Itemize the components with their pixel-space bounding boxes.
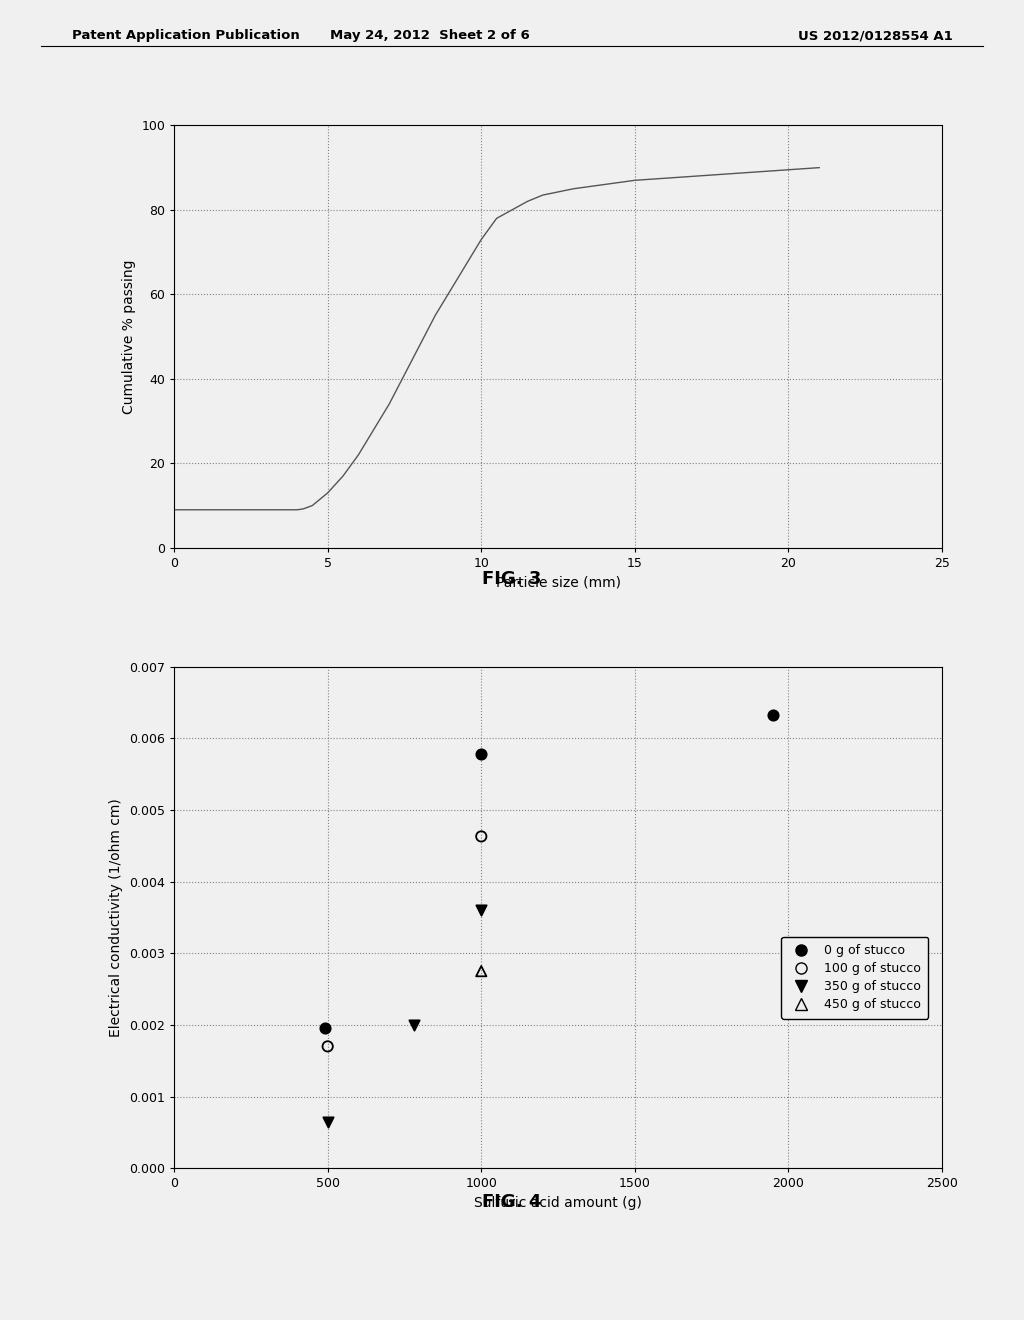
0 g of stucco	[473, 743, 489, 764]
Text: May 24, 2012  Sheet 2 of 6: May 24, 2012 Sheet 2 of 6	[330, 29, 530, 42]
Text: FIG. 3: FIG. 3	[482, 570, 542, 589]
Text: Patent Application Publication: Patent Application Publication	[72, 29, 299, 42]
450 g of stucco	[473, 961, 489, 982]
0 g of stucco	[316, 1018, 333, 1039]
Y-axis label: Cumulative % passing: Cumulative % passing	[122, 259, 135, 414]
350 g of stucco	[473, 900, 489, 921]
0 g of stucco	[765, 705, 781, 726]
100 g of stucco	[473, 826, 489, 847]
X-axis label: Sulfuric acid amount (g): Sulfuric acid amount (g)	[474, 1196, 642, 1210]
350 g of stucco	[319, 1111, 336, 1133]
100 g of stucco	[319, 1036, 336, 1057]
Text: US 2012/0128554 A1: US 2012/0128554 A1	[798, 29, 952, 42]
Legend: 0 g of stucco, 100 g of stucco, 350 g of stucco, 450 g of stucco: 0 g of stucco, 100 g of stucco, 350 g of…	[781, 937, 928, 1019]
X-axis label: Particle size (mm): Particle size (mm)	[496, 576, 621, 590]
Y-axis label: Electrical conductivity (1/ohm cm): Electrical conductivity (1/ohm cm)	[110, 799, 124, 1036]
350 g of stucco	[406, 1014, 422, 1035]
Text: FIG. 4: FIG. 4	[482, 1193, 542, 1212]
